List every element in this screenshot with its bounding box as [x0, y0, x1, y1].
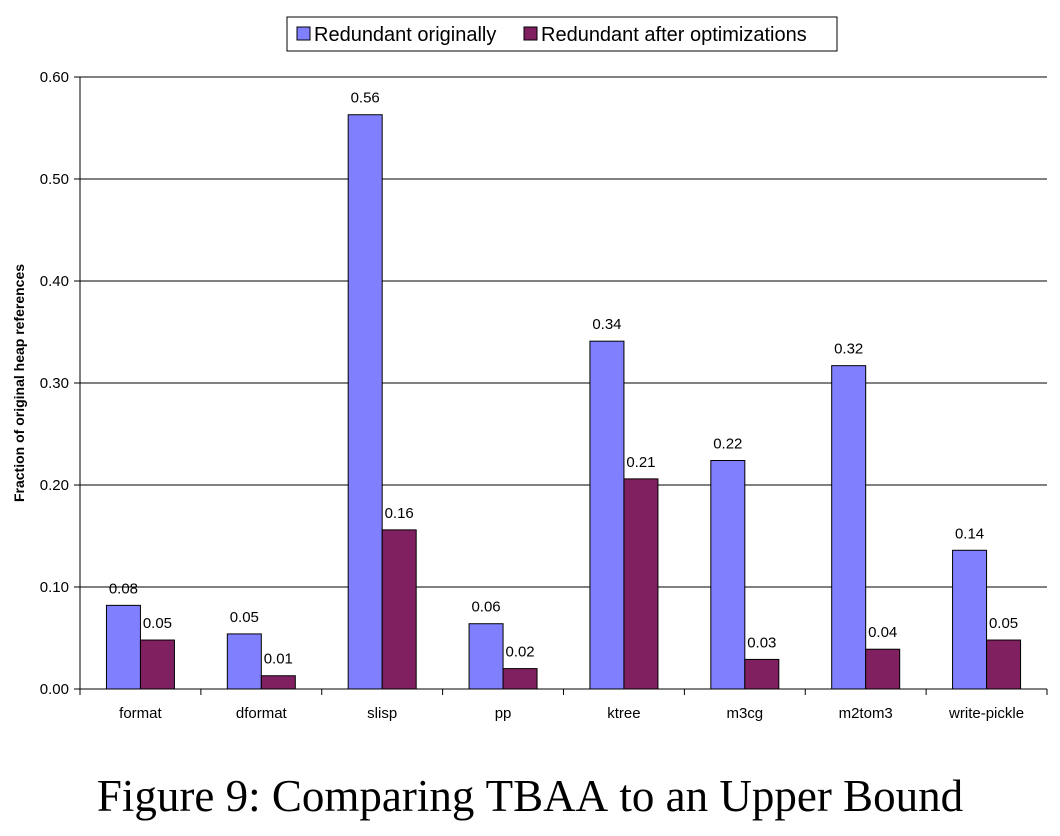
bar-originally-slisp — [347, 114, 383, 690]
y-tick-label: 0.10 — [40, 579, 69, 596]
caption-prefix: Figure 9: Comparing — [96, 771, 486, 821]
data-label: 0.16 — [385, 505, 414, 522]
legend-label-originally: Redundant originally — [314, 24, 496, 46]
bar-chart: 0.000.100.200.300.400.500.60 0.080.05 0.0… — [11, 16, 1048, 722]
legend-box — [286, 16, 838, 52]
data-label: 0.32 — [834, 341, 863, 358]
y-tick-label: 0.30 — [40, 375, 69, 392]
y-tick-label: 0.40 — [40, 273, 69, 290]
bar-originally-m3cg — [710, 460, 746, 690]
x-category-label: slisp — [367, 705, 397, 722]
bar-originally-pp — [468, 623, 504, 690]
data-label: 0.14 — [955, 525, 984, 542]
bar-originally-write-pickle — [952, 549, 988, 690]
x-category-label: format — [119, 705, 162, 722]
y-tick-label: 0.20 — [40, 477, 69, 494]
data-label: 0.56 — [351, 90, 380, 107]
axes — [79, 77, 1048, 695]
legend-label-after-optimizations: Redundant after optimizations — [541, 24, 807, 46]
data-label: 0.06 — [471, 599, 500, 616]
x-axis-categories: format dformat slisp pp ktree m3cg m2tom3 write… — [119, 705, 1024, 722]
bar-after-optimizations-dformat — [260, 675, 296, 690]
bar-after-optimizations-ktree — [623, 478, 659, 690]
x-category-label: write-pickle — [948, 705, 1024, 722]
legend: Redundant originally Redundant after opt… — [286, 16, 838, 52]
gridlines — [80, 76, 1047, 588]
bar-after-optimizations-pp — [502, 668, 538, 690]
x-category-label: m3cg — [726, 705, 763, 722]
y-axis-ticks: 0.00 0.10 0.20 0.30 0.40 0.50 0.60 — [40, 69, 80, 698]
y-tick-label: 0.60 — [40, 69, 69, 86]
data-label: 0.21 — [626, 454, 655, 471]
x-category-label: pp — [495, 705, 512, 722]
bar-after-optimizations-slisp — [381, 529, 417, 690]
data-label: 0.02 — [505, 644, 534, 661]
legend-swatch-originally — [296, 26, 311, 41]
figure-caption: Figure 9: Comparing TBAA to an Upper Bou… — [0, 766, 1060, 826]
data-label: 0.08 — [109, 580, 138, 597]
bar-after-optimizations-m3cg — [744, 658, 780, 690]
caption-suffix: to an Upper Bound — [608, 771, 964, 821]
caption-acronym: TBAA — [485, 771, 609, 821]
bar-originally-dformat — [226, 633, 262, 690]
bar-originally-m2tom3 — [831, 365, 867, 690]
data-label: 0.22 — [713, 436, 742, 453]
legend-swatch-after-optimizations — [523, 26, 538, 41]
data-label: 0.03 — [747, 634, 776, 651]
data-label: 0.04 — [868, 624, 897, 641]
data-label: 0.05 — [143, 615, 172, 632]
bar-originally-format — [105, 604, 141, 690]
y-axis-label: Fraction of original heap references — [11, 264, 27, 502]
bar-after-optimizations-write-pickle — [986, 639, 1022, 690]
y-tick-label: 0.00 — [40, 681, 69, 698]
x-category-label: m2tom3 — [839, 705, 893, 722]
x-category-label: ktree — [607, 705, 640, 722]
bar-originally-ktree — [589, 340, 625, 690]
data-label: 0.05 — [989, 615, 1018, 632]
bar-after-optimizations-m2tom3 — [865, 648, 901, 690]
data-labels: 0.08 0.05 0.05 0.01 0.56 0.16 0.06 0.02 0.34 0.21… — [109, 90, 1018, 668]
x-category-label: dformat — [236, 705, 288, 722]
data-label: 0.01 — [264, 651, 293, 668]
bars — [105, 114, 1022, 690]
y-tick-label: 0.50 — [40, 171, 69, 188]
data-label: 0.05 — [230, 609, 259, 626]
data-label: 0.34 — [592, 316, 621, 333]
bar-after-optimizations-format — [139, 639, 175, 690]
